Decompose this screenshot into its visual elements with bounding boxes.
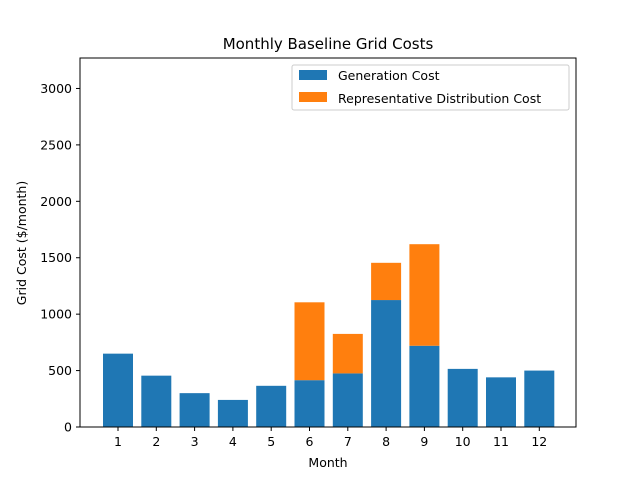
bar-representative-distribution-cost-month-8 xyxy=(371,262,402,301)
bar-generation-cost-month-5 xyxy=(256,385,287,427)
bar-generation-cost-month-2 xyxy=(141,375,172,427)
y-axis-ticks: 0 500 1000 1500 2000 2500 3000 xyxy=(40,81,80,435)
y-tick-label: 2000 xyxy=(40,194,72,209)
y-tick-label: 2500 xyxy=(40,137,72,152)
bar-generation-cost-month-12 xyxy=(524,370,555,427)
bar-generation-cost-month-6 xyxy=(294,380,325,427)
y-tick-label: 500 xyxy=(48,363,72,378)
bar-generation-cost-month-10 xyxy=(447,368,478,427)
legend-label-generation-cost: Generation Cost xyxy=(338,68,440,83)
x-axis-ticks: 1 2 3 4 5 6 7 8 9 10 11 12 xyxy=(114,427,547,449)
x-tick-label: 1 xyxy=(114,434,122,449)
x-tick-label: 6 xyxy=(306,434,314,449)
y-axis-label: Grid Cost ($/month) xyxy=(14,181,29,305)
x-tick-label: 9 xyxy=(420,434,428,449)
y-tick-label: 1500 xyxy=(40,250,72,265)
x-tick-label: 3 xyxy=(191,434,199,449)
bar-generation-cost-month-3 xyxy=(179,393,210,427)
x-tick-label: 7 xyxy=(344,434,352,449)
y-tick-label: 0 xyxy=(64,420,72,435)
bar-representative-distribution-cost-month-7 xyxy=(332,333,363,374)
bar-generation-cost-month-9 xyxy=(409,345,440,427)
x-tick-label: 2 xyxy=(152,434,160,449)
x-axis-label: Month xyxy=(308,455,347,470)
plot-area-frame xyxy=(79,57,577,428)
x-tick-label: 11 xyxy=(493,434,509,449)
x-tick-label: 8 xyxy=(382,434,390,449)
legend: Generation Cost Representative Distribut… xyxy=(291,64,570,111)
y-tick-label: 1000 xyxy=(40,307,72,322)
bar-generation-cost-month-8 xyxy=(371,300,402,427)
x-tick-label: 10 xyxy=(455,434,471,449)
bar-generation-cost-month-11 xyxy=(486,377,516,427)
bar-generation-cost-month-1 xyxy=(103,353,133,427)
legend-frame xyxy=(291,64,570,111)
chart-title: Monthly Baseline Grid Costs xyxy=(223,35,434,53)
bar-generation-cost-month-7 xyxy=(332,373,363,427)
x-tick-label: 4 xyxy=(229,434,237,449)
legend-label-distribution-cost: Representative Distribution Cost xyxy=(338,91,541,106)
bar-generation-cost-month-4 xyxy=(217,399,248,427)
x-tick-label: 5 xyxy=(267,434,275,449)
bars-layer xyxy=(103,244,555,427)
bar-representative-distribution-cost-month-6 xyxy=(294,302,325,381)
legend-swatch-generation-cost xyxy=(299,70,327,80)
y-tick-label: 3000 xyxy=(40,81,72,96)
bar-representative-distribution-cost-month-9 xyxy=(409,244,440,346)
x-tick-label: 12 xyxy=(531,434,547,449)
legend-swatch-distribution-cost xyxy=(299,92,327,102)
